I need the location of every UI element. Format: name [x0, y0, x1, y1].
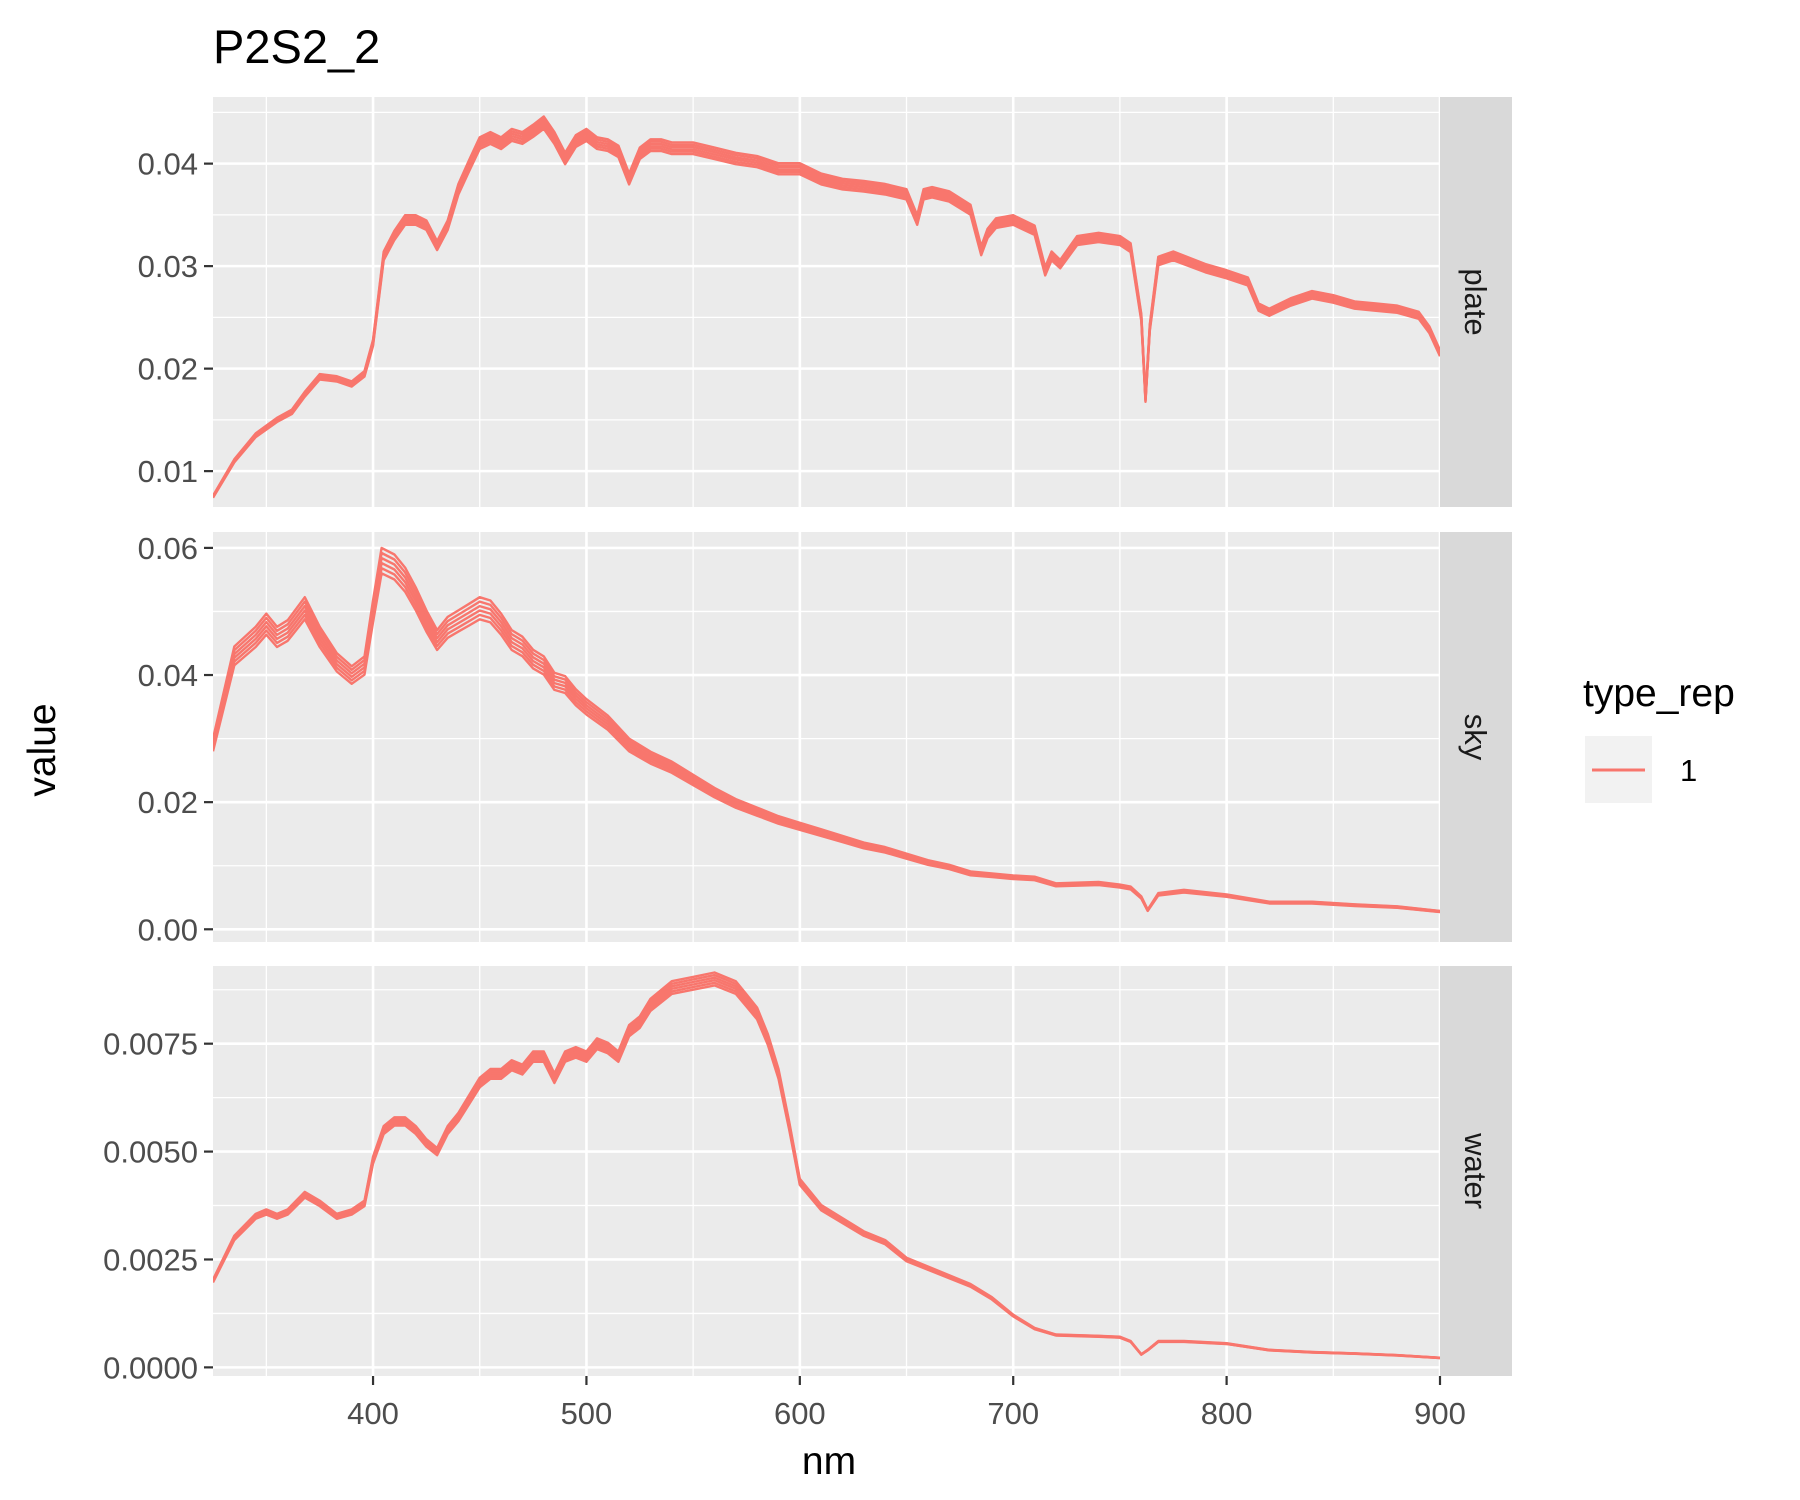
- x-tick-label: 800: [1201, 1396, 1253, 1431]
- strip-water: [1440, 966, 1512, 1376]
- x-axis-title: nm: [802, 1440, 856, 1483]
- strip-sky: [1440, 532, 1512, 942]
- legend-title: type_rep: [1583, 672, 1735, 715]
- y-tick-label: 0.04: [138, 147, 198, 182]
- x-tick-label: 400: [347, 1396, 399, 1431]
- series-line-sky-6: [213, 546, 1440, 913]
- strip-label-water: water: [1458, 1132, 1493, 1209]
- series-line-water-6: [213, 971, 1440, 1359]
- strip-label-plate: plate: [1458, 268, 1493, 335]
- legend-label-1: 1: [1680, 753, 1697, 788]
- y-tick-label: 0.0075: [103, 1027, 198, 1062]
- facet-water: 0.0000 0.0025 0.0050 0.0075 water: [103, 966, 1512, 1385]
- y-tick-label: 0.0000: [103, 1350, 198, 1385]
- panel-background-plate: [213, 97, 1440, 507]
- facet-panels: 0.01 0.02 0.03 0.04 plate 0.00 0.02 0.04 0.06 sky…: [103, 97, 1512, 1385]
- legend: type_rep 1: [1583, 672, 1735, 803]
- chart-title: P2S2_2: [213, 20, 380, 73]
- y-tick-label: 0.01: [138, 454, 198, 489]
- x-tick-label: 600: [774, 1396, 826, 1431]
- strip-label-sky: sky: [1458, 714, 1493, 761]
- panel-background-water: [213, 966, 1440, 1376]
- series-line-plate-3: [213, 122, 1440, 498]
- panel-background-sky: [213, 532, 1440, 942]
- y-tick-label: 0.06: [138, 531, 198, 566]
- y-tick-label: 0.04: [138, 658, 198, 693]
- facet-plate: 0.01 0.02 0.03 0.04 plate: [138, 97, 1512, 507]
- x-tick-label: 500: [561, 1396, 613, 1431]
- x-tick-label: 700: [987, 1396, 1039, 1431]
- y-axis-title: value: [21, 703, 64, 796]
- x-tick-label: 900: [1414, 1396, 1466, 1431]
- facet-sky: 0.00 0.02 0.04 0.06 sky: [138, 531, 1512, 947]
- x-axis: 400 500 600 700 800 900: [347, 1376, 1466, 1431]
- series-lines-plate: [213, 115, 1440, 499]
- y-tick-label: 0.02: [138, 352, 198, 387]
- series-lines-sky: [213, 546, 1440, 914]
- series-line-plate-2: [213, 125, 1440, 499]
- series-lines-water: [213, 971, 1440, 1360]
- series-line-plate-6: [213, 115, 1440, 497]
- series-line-plate-5: [213, 117, 1440, 497]
- strip-plate: [1440, 97, 1512, 507]
- y-tick-label: 0.00: [138, 912, 198, 947]
- series-line-plate-1: [213, 127, 1440, 499]
- y-tick-label: 0.03: [138, 249, 198, 284]
- y-tick-label: 0.02: [138, 785, 198, 820]
- series-line-plate-4: [213, 120, 1440, 498]
- y-tick-label: 0.0050: [103, 1135, 198, 1170]
- y-tick-label: 0.0025: [103, 1242, 198, 1277]
